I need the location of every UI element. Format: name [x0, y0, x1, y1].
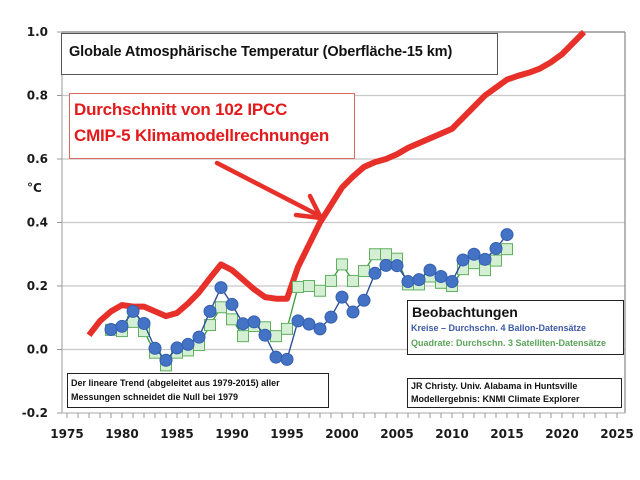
balloon-point [478, 252, 492, 266]
satellite-point [347, 274, 359, 287]
x-tick-label: 1990 [215, 427, 248, 441]
balloon-point [423, 263, 437, 277]
satellite-point [479, 264, 491, 277]
x-tick-label: 2015 [490, 427, 523, 441]
legend-item-squares: Quadrate: Durchschn. 3 Satelliten-Datens… [411, 338, 607, 348]
balloon-series [104, 228, 514, 367]
balloon-point [214, 281, 228, 295]
balloon-point [247, 315, 261, 329]
annotation-arrow [214, 160, 324, 221]
balloon-point [291, 314, 305, 328]
x-axis-ticks: 1975 1980 1985 1990 1995 2000 2005 2010 2015 2020… [50, 413, 634, 441]
balloon-point [104, 322, 118, 336]
legend-item-circles: Kreise – Durchschn. 4 Ballon-Datensätze [411, 323, 587, 333]
balloon-point [159, 353, 173, 367]
balloon-point [126, 304, 140, 318]
balloon-point [115, 319, 129, 333]
satellite-point [358, 265, 370, 278]
model-label-line1: Durchschnitt von 102 IPCC [74, 100, 288, 119]
arrow-shaft [214, 160, 321, 218]
satellite-point [215, 301, 227, 314]
satellite-point [325, 274, 337, 287]
balloon-point [225, 297, 239, 311]
balloon-point [148, 341, 162, 355]
satellite-point [336, 258, 348, 271]
x-tick-label: 2020 [545, 427, 578, 441]
x-tick-label: 2025 [600, 427, 633, 441]
satellite-point [369, 248, 381, 261]
balloon-point [269, 350, 283, 364]
balloon-point [203, 304, 217, 318]
balloon-point [357, 293, 371, 307]
balloon-point [335, 290, 349, 304]
y-tick-label: 1.0 [27, 25, 48, 39]
satellite-point [490, 254, 502, 267]
balloon-point [445, 275, 459, 289]
balloon-point [137, 316, 151, 330]
credit-box: JR Christy. Univ. Alabama in Huntsville … [407, 378, 622, 408]
x-tick-label: 1975 [50, 427, 83, 441]
model-label-line2: CMIP-5 Klimamodellrechnungen [74, 126, 330, 145]
x-tick-label: 1980 [105, 427, 138, 441]
satellite-point [237, 330, 249, 343]
y-tick-label: 0.4 [27, 216, 48, 230]
trend-note-line2: Messungen schneidet die Null bei 1979 [71, 392, 239, 402]
arrow-head [293, 193, 324, 221]
legend: Beobachtungen Kreise – Durchschn. 4 Ball… [407, 300, 624, 355]
credit-line2: Modellergebnis: KNMI Climate Explorer [411, 394, 580, 404]
balloon-point [346, 305, 360, 319]
satellite-point [226, 313, 238, 326]
balloon-point [181, 337, 195, 351]
satellite-point [127, 315, 139, 328]
model-average-series [86, 29, 587, 338]
balloon-point [500, 228, 514, 242]
y-tick-label: -0.2 [22, 406, 48, 420]
x-tick-label: 2010 [435, 427, 468, 441]
balloon-point [302, 317, 316, 331]
model-average-line [86, 29, 587, 338]
y-axis-label: °C [27, 181, 42, 195]
balloon-point [324, 310, 338, 324]
y-tick-label: 0.8 [27, 89, 48, 103]
satellite-point [270, 330, 282, 343]
balloon-point [390, 259, 404, 273]
balloon-point [489, 242, 503, 256]
balloon-point [434, 269, 448, 283]
balloon-point [236, 317, 250, 331]
y-tick-label: 0.6 [27, 152, 48, 166]
satellite-point [292, 280, 304, 293]
trend-note-line1: Der lineare Trend (abgeleitet aus 1979-2… [71, 378, 280, 388]
chart-title: Globale Atmosphärische Temperatur (Oberf… [69, 44, 453, 60]
x-tick-label: 1985 [160, 427, 193, 441]
trend-note-box: Der lineare Trend (abgeleitet aus 1979-2… [67, 373, 329, 408]
y-axis-ticks: -0.2 0.0 0.2 0.4 0.6 0.8 1.0 [22, 25, 62, 420]
credit-line1: JR Christy. Univ. Alabama in Huntsville [411, 381, 578, 391]
balloon-point [401, 275, 415, 289]
balloon-point [258, 328, 272, 342]
satellite-point [281, 322, 293, 335]
balloon-point [368, 266, 382, 280]
balloon-point [280, 352, 294, 366]
satellite-point [501, 243, 513, 256]
satellite-point [303, 280, 315, 292]
balloon-point [456, 253, 470, 267]
balloon-point [192, 330, 206, 344]
y-tick-label: 0.2 [27, 279, 48, 293]
balloon-point [379, 258, 393, 272]
satellite-point [380, 248, 392, 261]
balloon-point [313, 322, 327, 336]
x-tick-label: 2000 [325, 427, 358, 441]
balloon-point [467, 247, 481, 261]
chart-title-box: Globale Atmosphärische Temperatur (Oberf… [61, 33, 498, 75]
legend-title: Beobachtungen [412, 304, 518, 320]
model-label-box: Durchschnitt von 102 IPCC CMIP-5 Klimamo… [69, 93, 355, 159]
x-tick-label: 2005 [380, 427, 413, 441]
x-tick-label: 1995 [270, 427, 303, 441]
balloon-point [170, 341, 184, 355]
satellite-point [314, 284, 326, 297]
balloon-point [412, 273, 426, 287]
y-tick-label: 0.0 [27, 343, 48, 357]
